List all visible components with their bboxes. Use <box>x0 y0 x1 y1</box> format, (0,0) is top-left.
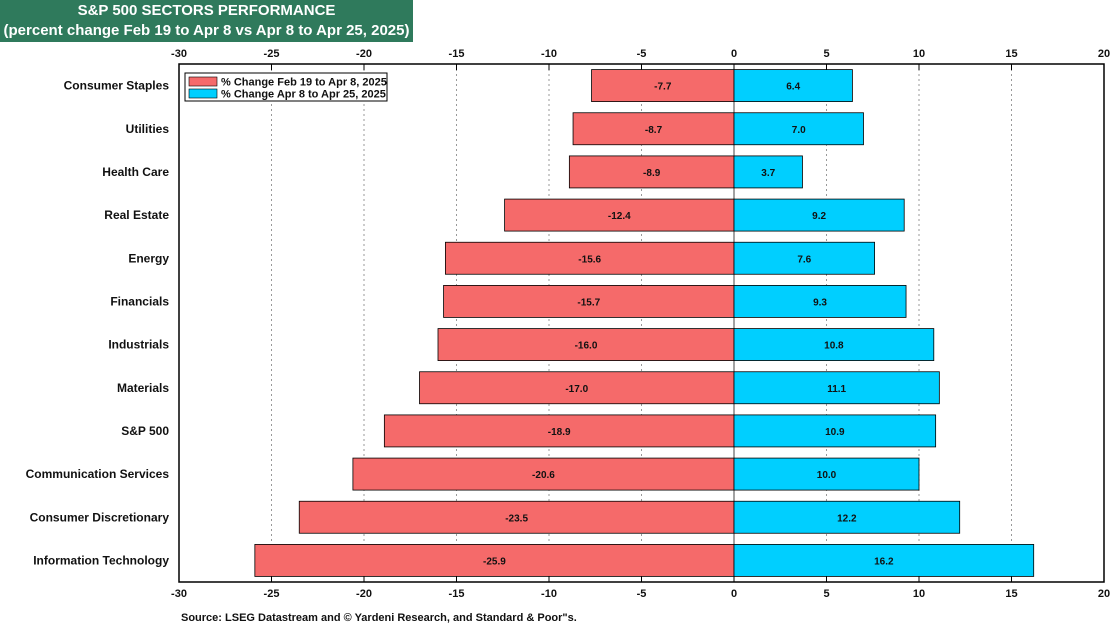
chart-title-box: S&P 500 SECTORS PERFORMANCE (percent cha… <box>0 0 413 42</box>
x-tick-label-top: -25 <box>264 48 280 60</box>
data-label-series1: -25.9 <box>483 556 506 567</box>
x-tick-label-top: -15 <box>449 48 465 60</box>
data-label-series2: 10.8 <box>824 341 844 352</box>
data-label-series2: 9.3 <box>813 297 827 308</box>
data-label-series1: -7.7 <box>654 82 672 93</box>
x-tick-label-bottom: -15 <box>449 588 465 600</box>
bar-series1 <box>419 371 735 405</box>
data-label-series2: 6.4 <box>786 82 800 93</box>
bar-series2 <box>733 285 907 318</box>
bar-series1 <box>383 414 735 448</box>
bar-series1 <box>591 69 735 102</box>
x-tick-label-bottom: 10 <box>913 588 925 600</box>
bar-series1 <box>254 544 735 577</box>
data-label-series2: 7.0 <box>792 125 806 136</box>
category-label: S&P 500 <box>121 424 169 438</box>
x-tick-label-top: 10 <box>913 48 925 60</box>
data-label-series2: 10.9 <box>825 427 845 438</box>
data-label-series1: -8.7 <box>645 125 663 136</box>
bar-series2 <box>733 198 905 232</box>
chart-subtitle: (percent change Feb 19 to Apr 8 vs Apr 8… <box>3 22 410 39</box>
data-label-series2: 9.2 <box>812 211 826 222</box>
data-label-series2: 11.1 <box>827 384 846 395</box>
bar-series1 <box>504 198 735 232</box>
category-label: Consumer Discretionary <box>30 510 170 524</box>
x-tick-label-bottom: 20 <box>1098 588 1110 600</box>
bar-series2 <box>733 371 940 405</box>
bar-series2 <box>733 112 864 146</box>
x-tick-label-top: -10 <box>541 48 557 60</box>
x-tick-label-bottom: -10 <box>541 588 557 600</box>
bar-series2 <box>733 457 920 491</box>
data-label-series2: 12.2 <box>837 513 857 524</box>
x-tick-label-bottom: 5 <box>823 588 829 600</box>
chart-title: S&P 500 SECTORS PERFORMANCE <box>77 2 336 19</box>
data-label-series1: -23.5 <box>505 513 528 524</box>
bar-series2 <box>733 328 935 361</box>
data-label-series1: -20.6 <box>532 470 555 481</box>
data-label-series1: -8.9 <box>643 168 661 179</box>
bar-series2 <box>733 155 803 189</box>
data-label-series1: -18.9 <box>548 427 571 438</box>
x-tick-label-bottom: 0 <box>731 588 737 600</box>
data-label-series1: -12.4 <box>608 211 631 222</box>
legend-swatch <box>188 88 218 99</box>
legend-swatch <box>188 76 218 87</box>
bar-series2 <box>733 544 1035 577</box>
data-label-series2: 3.7 <box>761 168 775 179</box>
data-label-series1: -16.0 <box>575 341 598 352</box>
x-tick-label-bottom: 15 <box>1005 588 1017 600</box>
bar-series1 <box>437 328 735 361</box>
bar-series1 <box>568 155 735 189</box>
bar-series2 <box>733 500 961 534</box>
bar-series1 <box>444 241 735 275</box>
data-label-series1: -15.7 <box>577 297 600 308</box>
category-label: Utilities <box>126 122 170 136</box>
x-tick-label-bottom: -20 <box>356 588 372 600</box>
category-label: Real Estate <box>104 208 169 222</box>
category-label: Industrials <box>108 338 169 352</box>
category-label: Energy <box>128 251 169 265</box>
x-tick-label-top: -30 <box>171 48 187 60</box>
category-label: Communication Services <box>26 467 170 481</box>
bar-series2 <box>733 241 876 275</box>
x-tick-label-top: 5 <box>823 48 829 60</box>
x-tick-label-bottom: -30 <box>171 588 187 600</box>
legend-label: % Change Apr 8 to Apr 25, 2025 <box>221 89 386 101</box>
data-label-series2: 16.2 <box>874 556 894 567</box>
x-tick-label-bottom: -25 <box>264 588 280 600</box>
bar-series2 <box>733 414 937 448</box>
category-label: Information Technology <box>33 553 169 567</box>
category-label: Financials <box>110 294 169 308</box>
category-label: Materials <box>117 381 169 395</box>
bar-series1 <box>572 112 735 146</box>
bar-series1 <box>443 285 735 318</box>
x-tick-label-top: 0 <box>731 48 737 60</box>
data-label-series1: -17.0 <box>565 384 588 395</box>
bar-series1 <box>352 457 735 491</box>
source-note: Source: LSEG Datastream and © Yardeni Re… <box>181 612 577 624</box>
bar-series1 <box>298 500 735 534</box>
category-label: Consumer Staples <box>64 79 170 93</box>
legend-box <box>184 72 388 102</box>
category-label: Health Care <box>102 165 169 179</box>
bar-series2 <box>733 69 853 102</box>
data-label-series2: 10.0 <box>817 470 837 481</box>
data-label-series1: -15.6 <box>578 254 601 265</box>
x-tick-label-top: 15 <box>1005 48 1017 60</box>
data-label-series2: 7.6 <box>797 254 811 265</box>
x-tick-label-top: 20 <box>1098 48 1110 60</box>
x-tick-label-bottom: -5 <box>637 588 647 600</box>
x-tick-label-top: -20 <box>356 48 372 60</box>
legend-label: % Change Feb 19 to Apr 8, 2025 <box>221 77 387 89</box>
x-tick-label-top: -5 <box>637 48 647 60</box>
